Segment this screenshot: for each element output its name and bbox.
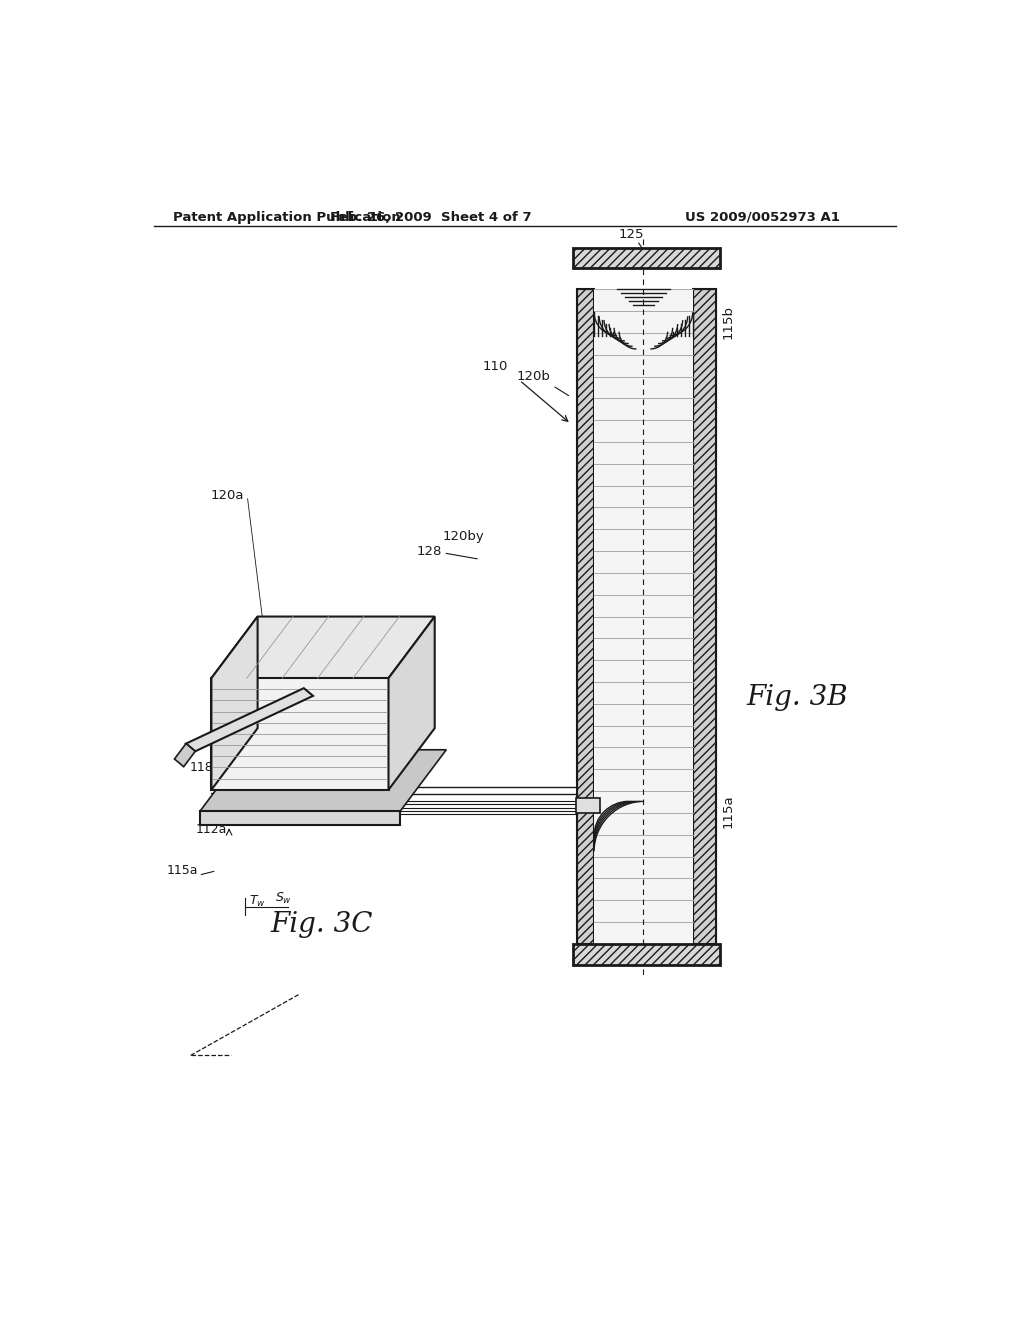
Text: 113: 113 [322,781,345,795]
Bar [573,248,720,268]
Text: 115a: 115a [722,795,735,829]
Polygon shape [211,616,435,678]
Polygon shape [388,616,435,789]
Text: 120by: 120by [443,529,484,543]
Polygon shape [200,750,446,812]
Text: 118: 118 [190,762,214,775]
Bar [573,944,720,965]
Bar [594,289,692,944]
Text: 120b: 120b [516,370,550,383]
Text: Patent Application Publication: Patent Application Publication [173,211,400,224]
Text: Feb. 26, 2009  Sheet 4 of 7: Feb. 26, 2009 Sheet 4 of 7 [330,211,531,224]
Text: $T_w$: $T_w$ [249,895,266,909]
Polygon shape [186,688,313,751]
Text: 128: 128 [417,545,442,558]
Bar [573,944,720,965]
Text: 115a: 115a [167,865,199,878]
Text: 115b: 115b [722,305,735,339]
Text: 125: 125 [366,669,389,682]
Bar [578,289,594,944]
Text: 112a: 112a [196,822,226,836]
Bar [692,289,716,944]
Text: 112: 112 [319,665,343,678]
Polygon shape [211,616,258,789]
Text: Fig. 3C: Fig. 3C [270,911,373,939]
Bar [573,248,720,268]
Text: 115: 115 [280,800,304,813]
Bar [578,289,594,944]
Text: 110: 110 [482,360,508,374]
Bar [692,289,716,944]
Text: 120a: 120a [211,488,245,502]
Text: 110: 110 [292,665,316,678]
Text: Fig. 3B: Fig. 3B [746,684,848,711]
Text: US 2009/0052973 A1: US 2009/0052973 A1 [685,211,840,224]
Text: $S_w$: $S_w$ [275,891,293,907]
Bar [575,797,600,813]
Text: 120a: 120a [218,668,250,681]
Polygon shape [211,678,388,789]
Text: 125: 125 [618,228,644,240]
Polygon shape [174,743,196,767]
Text: 115b: 115b [396,718,428,731]
Bar [200,812,400,825]
